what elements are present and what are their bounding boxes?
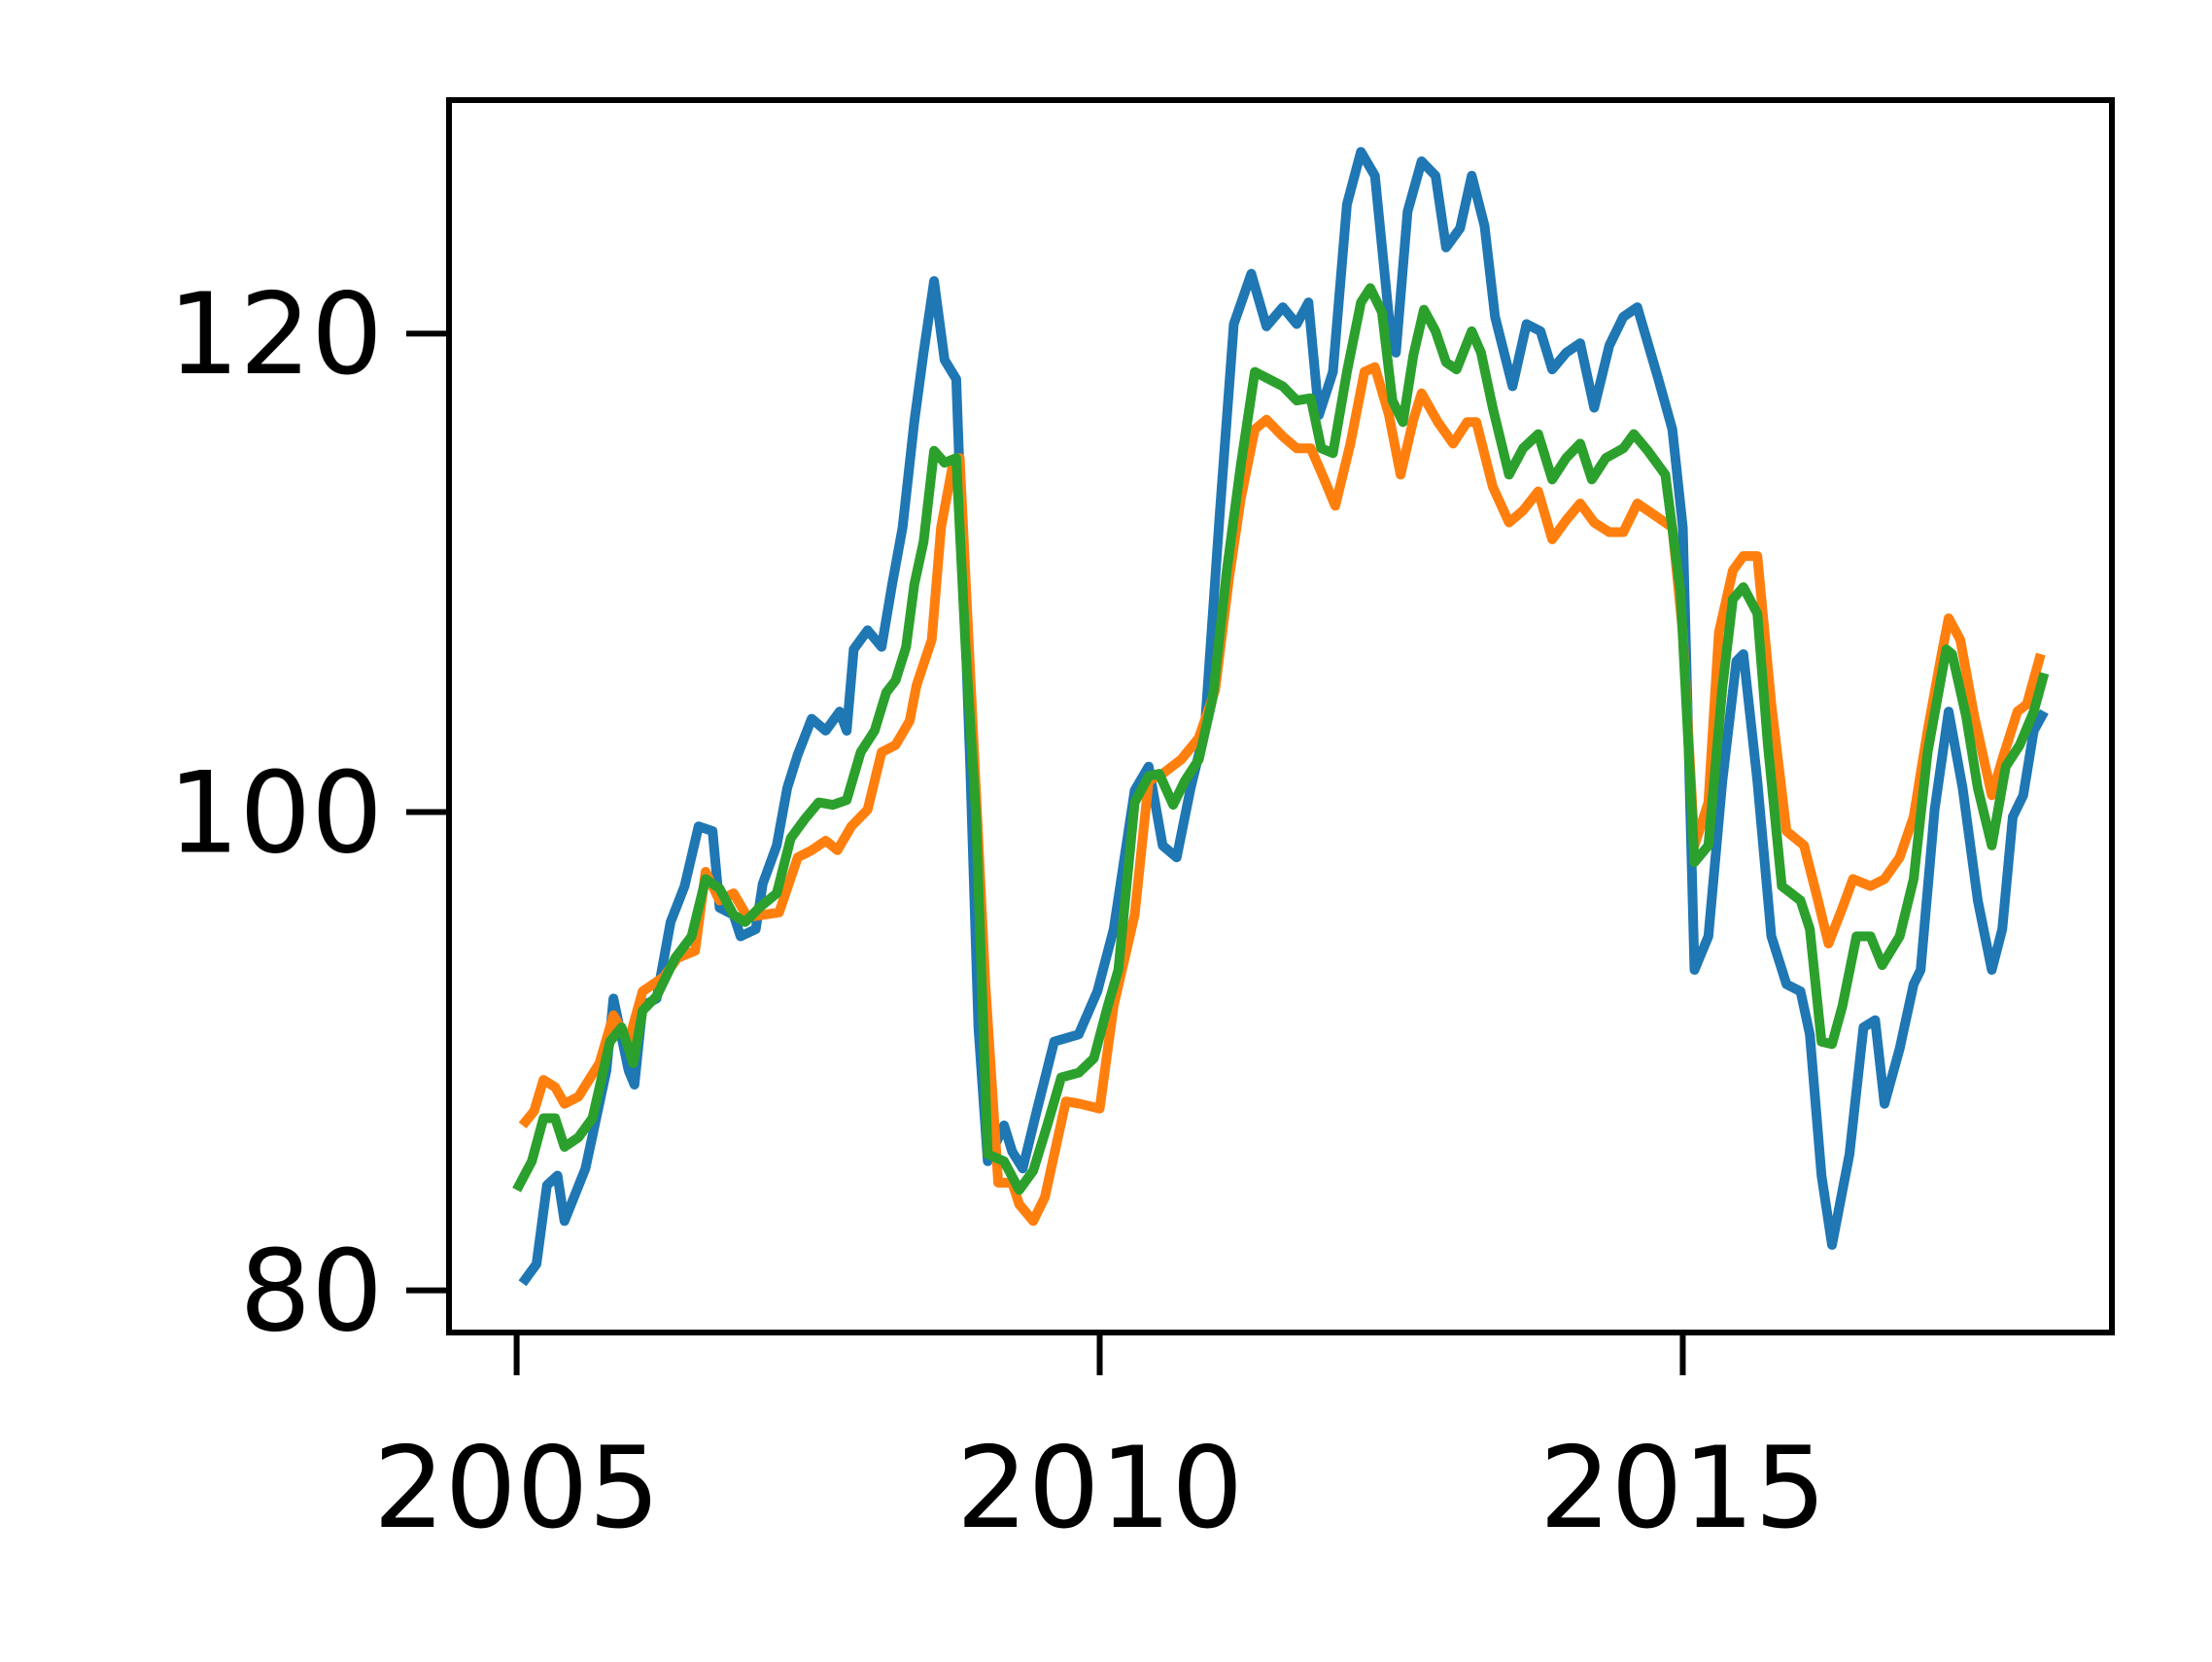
x-tick-label: 2010 [956,1423,1243,1554]
x-tick-label: 2015 [1539,1423,1826,1554]
y-tick-label: 120 [168,269,383,400]
plot-frame [446,97,2115,1335]
y-tick-label: 100 [168,747,383,879]
y-tick-label: 80 [239,1227,383,1358]
series-line [518,362,2046,1227]
series-line [518,147,2049,1287]
series-line [512,283,2050,1195]
x-tick-label: 2005 [373,1423,660,1554]
